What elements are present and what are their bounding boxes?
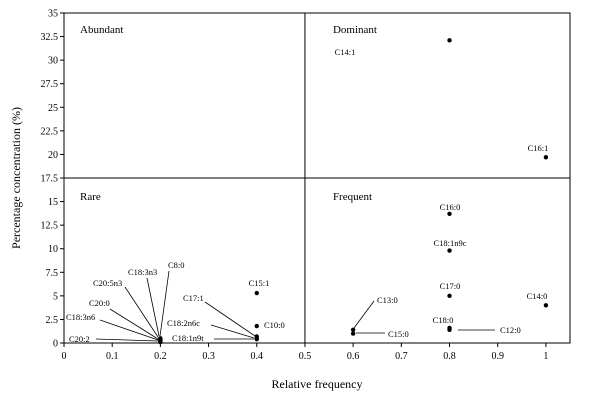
data-point-labels: C14:1 C16:1 C16:0 C18:1n9c C17:0 C14:0 C18:0 C1…	[66, 47, 548, 344]
quadrant-label-rare: Rare	[80, 191, 101, 203]
y-tick-label: 35	[48, 9, 58, 20]
data-point-label: C18:2n6c	[167, 318, 200, 328]
leader-line	[95, 338, 159, 342]
y-axis-title: Percentage concentration (%)	[9, 107, 23, 249]
leader-line	[159, 270, 170, 337]
data-point-label: C10:0	[264, 320, 285, 330]
x-tick-label: 1	[543, 351, 548, 362]
data-point-label: C15:1	[249, 278, 270, 288]
quadrant-label-frequent: Frequent	[333, 191, 372, 203]
x-tick-label: 0	[62, 351, 67, 362]
data-point-label: C14:1	[335, 47, 356, 57]
y-tick-label: 2.5	[46, 315, 59, 326]
data-point-label: C12:0	[500, 325, 521, 335]
y-tick-label: 32.5	[41, 32, 59, 43]
y-tick-label: 25	[48, 103, 58, 114]
y-tick-label: 15	[48, 197, 58, 208]
data-point	[447, 211, 452, 217]
data-point	[254, 290, 259, 296]
leader-line	[353, 300, 375, 329]
data-point	[447, 327, 452, 332]
y-tick-label: 12.5	[41, 221, 59, 232]
x-tick-label: 0.1	[106, 351, 119, 362]
label-leader-lines	[95, 270, 495, 342]
y-tick-label: 22.5	[41, 126, 59, 137]
leader-line	[99, 319, 159, 341]
quadrant-label-dominant: Dominant	[333, 24, 377, 36]
y-tick-label: 27.5	[41, 79, 59, 90]
data-point-label: C20:2	[69, 334, 90, 344]
data-point-label: C18:0	[433, 315, 454, 325]
data-point-label: C18:1n9c	[433, 238, 466, 248]
leader-line	[124, 286, 159, 338]
data-point	[447, 248, 452, 253]
x-tick-label: 0.4	[251, 351, 264, 362]
leader-line	[109, 308, 159, 340]
data-point-label: C16:0	[440, 202, 461, 212]
data-point	[447, 38, 452, 43]
data-point	[350, 327, 356, 332]
data-point-label: C18:3n6	[66, 312, 95, 322]
y-tick-label: 30	[48, 56, 58, 67]
x-tick-label: 0.3	[202, 351, 215, 362]
data-point	[543, 155, 549, 160]
data-point-label: C8:0	[168, 260, 185, 270]
y-tick-label: 7.5	[46, 268, 59, 279]
data-point-label: C18:1n9t	[172, 333, 204, 343]
y-tick-label: 5	[53, 291, 58, 302]
x-tick-label: 0.6	[347, 351, 360, 362]
data-points	[158, 38, 549, 345]
data-point-label: C13:0	[377, 295, 398, 305]
data-point	[350, 331, 356, 336]
data-point-label: C17:0	[440, 281, 461, 291]
x-tick-label: 0.8	[443, 351, 456, 362]
x-tick-label: 0.2	[154, 351, 167, 362]
data-point	[158, 339, 163, 345]
data-point-label: C20:0	[89, 298, 110, 308]
data-point-label: C16:1	[528, 143, 549, 153]
x-tick-label: 0.9	[491, 351, 504, 362]
y-tick-label: 0	[53, 339, 58, 350]
data-point	[447, 293, 452, 299]
leader-line	[204, 301, 256, 337]
data-point-label: C20:5n3	[93, 278, 122, 288]
leader-line	[210, 324, 255, 339]
leader-line	[146, 277, 160, 337]
data-point-label: C18:3n3	[128, 267, 157, 277]
x-axis-ticks: 0 0.1 0.2 0.3 0.4 0.5 0.6 0.7 0.8 0.9 1	[62, 343, 548, 362]
y-axis-ticks: 0 2.5 5 7.5 10 12.5 15 17.5 20 22.5 25 27.5 30 32.5 35	[41, 9, 64, 350]
x-tick-label: 0.7	[395, 351, 408, 362]
data-point	[543, 303, 549, 308]
quadrant-label-abundant: Abundant	[80, 24, 123, 36]
x-axis-title: Relative frequency	[272, 377, 363, 391]
data-point	[254, 337, 259, 342]
data-point-label: C14:0	[527, 291, 548, 301]
y-tick-label: 20	[48, 150, 58, 161]
y-tick-label: 17.5	[41, 174, 59, 185]
y-tick-label: 10	[48, 244, 58, 255]
x-tick-label: 0.5	[299, 351, 312, 362]
data-point	[254, 323, 259, 329]
data-point-label: C15:0	[388, 329, 409, 339]
data-point-label: C17:1	[183, 293, 204, 303]
